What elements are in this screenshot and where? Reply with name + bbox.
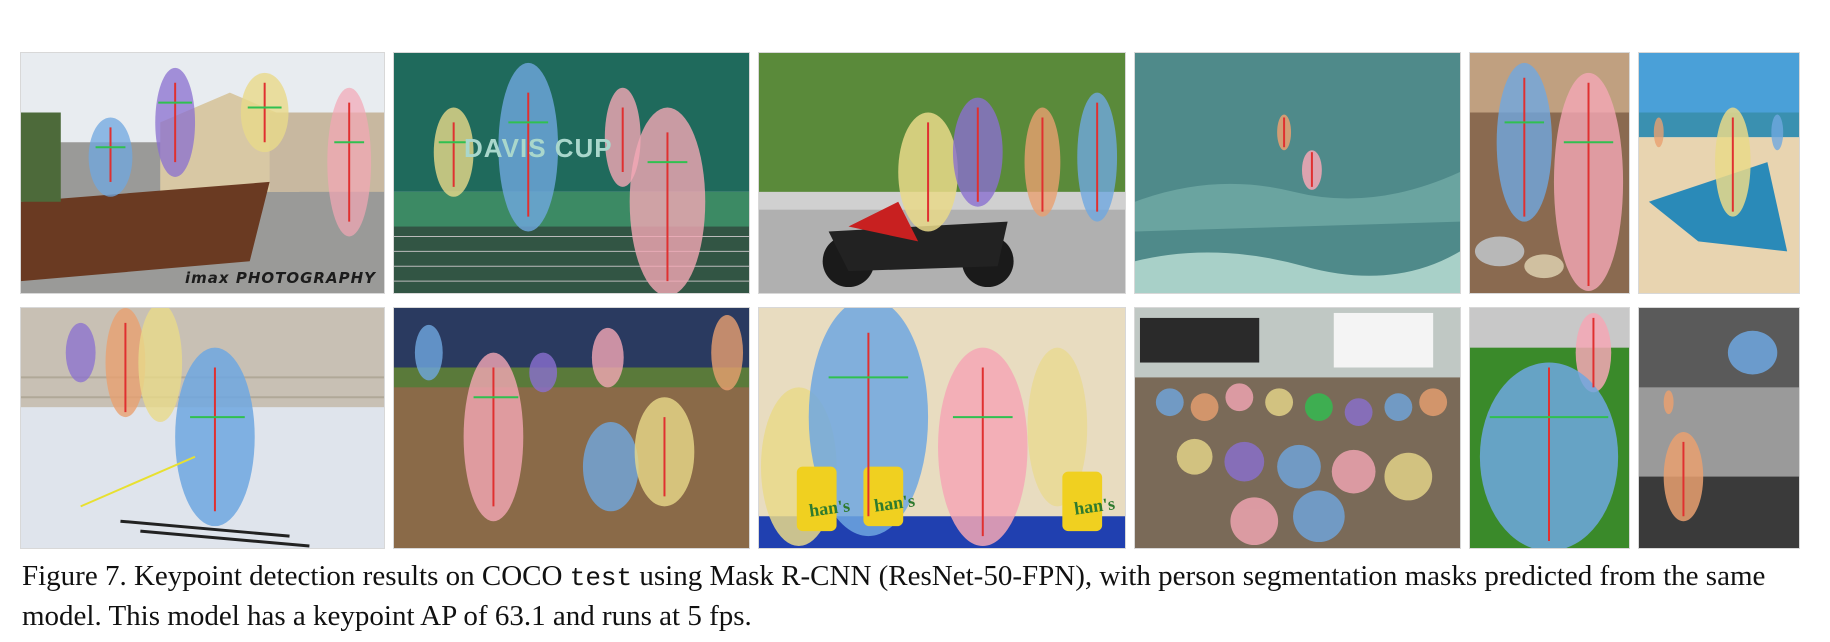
panel-backyard-child [1469, 307, 1630, 549]
panel-press-conference: han's han's han's [758, 307, 1126, 549]
panel-ski-slope [20, 307, 385, 549]
tennis-court-image [394, 53, 749, 293]
davis-cup-sign: DAVIS CUP [464, 133, 613, 163]
panel-kitchen-cooking [1469, 52, 1630, 294]
panel-ocean-surfers [1134, 52, 1461, 294]
caption-code: test [569, 563, 633, 593]
figure-caption: Figure 7. Keypoint detection results on … [22, 557, 1812, 635]
press-conference-image [759, 308, 1125, 548]
panel-bw-skate-park [1638, 307, 1800, 549]
bw-skate-park-image [1639, 308, 1799, 548]
panel-baseball-field [393, 307, 750, 549]
panel-beach-kite [1638, 52, 1800, 294]
skateboard-park-image [21, 53, 384, 293]
beach-kite-image [1639, 53, 1799, 293]
panel-classroom [1134, 307, 1461, 549]
classroom-image [1135, 308, 1460, 548]
photo-watermark: imax PHOTOGRAPHY [185, 269, 376, 287]
panel-skateboard-park: imax PHOTOGRAPHY [20, 52, 385, 294]
caption-prefix: Figure 7. Keypoint detection results on … [22, 560, 563, 592]
motorcycle-street-image [759, 53, 1125, 293]
panel-motorcycle-street [758, 52, 1126, 294]
panel-tennis-court: DAVIS CUP [393, 52, 750, 294]
ski-slope-image [21, 308, 384, 548]
caption-suffix: using Mask R-CNN (ResNet-50-FPN), with p… [22, 560, 1766, 632]
baseball-field-image [394, 308, 749, 548]
kitchen-cooking-image [1470, 53, 1629, 293]
backyard-child-image [1470, 308, 1629, 548]
ocean-surfers-image [1135, 53, 1460, 293]
